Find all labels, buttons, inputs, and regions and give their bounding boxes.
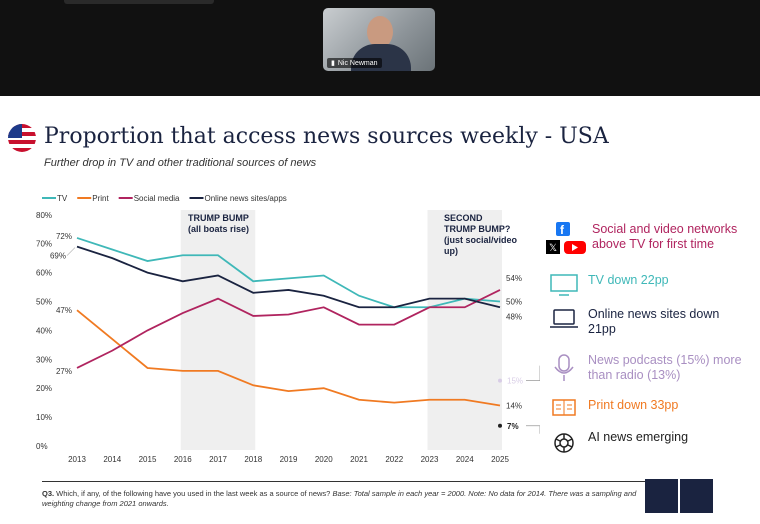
line-chart: 0% 10% 20% 30% 40% 50% 60% 70% 80% 2013 2014 2015 20… [36,194,540,464]
finding-text: Online news sites down 21pp [588,307,720,336]
tv-icon [540,273,588,297]
annotation-trump-bump: TRUMP BUMP (all boats rise) [188,213,250,234]
series-line-Print [76,309,501,407]
y-tick-label: 40% [36,326,52,335]
toolbar-hint [64,0,214,4]
svg-text:𝕏: 𝕏 [549,243,557,254]
us-flag-icon [8,124,36,152]
footnote-note: Base: Total sample in each year = 2000. … [42,489,637,508]
openai-icon [540,430,588,456]
svg-text:f: f [560,223,565,237]
x-tick-label: 2022 [385,455,403,464]
x-tick-label: 2016 [174,455,192,464]
slide-subtitle: Further drop in TV and other traditional… [44,157,317,169]
series-line-Online news sites/apps [76,245,501,309]
participant-video-tile[interactable]: ▮ Nic Newman [323,8,435,71]
data-point [498,378,502,383]
y-tick-label: 0% [36,442,48,451]
legend-label: Social media [134,194,180,203]
legend-label: Print [92,194,109,203]
mic-icon: ▮ [331,60,335,67]
finding-item: News podcasts (15%) more than radio (13%… [540,353,748,383]
start-data-label: 27% [56,367,72,376]
x-tick-label: 2013 [68,455,86,464]
y-tick-label: 50% [36,298,52,307]
finding-text: TV down 22pp [588,273,669,287]
shaded-period-0 [180,210,256,450]
finding-item: TV down 22pp [540,273,748,297]
finding-text: News podcasts (15%) more than radio (13%… [588,353,742,382]
participant-head [367,16,393,48]
oxford-logo [680,479,713,513]
x-tick-label: 2023 [421,455,439,464]
annotation-second-trump-bump: SECOND TRUMP BUMP? (just social/video up… [444,213,518,256]
finding-item: AI news emerging [540,430,748,456]
legend-label: TV [57,194,68,203]
finding-text: Social and video networks above TV for f… [592,222,738,251]
x-tick-label: 2018 [244,455,262,464]
y-tick-label: 20% [36,384,52,393]
x-tick-label: 2017 [209,455,227,464]
finding-item: f 𝕏 Social and video networks above TV for… [540,220,752,254]
x-tick-label: 2014 [103,455,121,464]
footnote-question: Which, if any, of the following have you… [54,489,333,498]
y-tick-label: 80% [36,211,52,220]
x-tick-label: 2024 [456,455,474,464]
x-tick-label: 2019 [280,455,298,464]
laptop-icon [540,307,588,331]
y-tick-label: 60% [36,269,52,278]
x-tick-label: 2025 [491,455,509,464]
connector-line [526,365,540,382]
data-point [498,423,502,428]
point-label: 7% [507,422,519,431]
end-data-label: 48% [506,312,522,321]
microphone-icon [540,353,588,383]
start-data-label: 69% [50,252,66,261]
shaded-period-1 [427,210,502,450]
footnote-question-number: Q3. [42,489,55,498]
finding-item: Print down 33pp [540,398,748,418]
newspaper-icon [540,398,588,418]
series-line-Social media [76,289,501,369]
point-label: 15% [507,377,523,386]
reuters-institute-logo [645,479,678,513]
finding-text: Print down 33pp [588,398,679,412]
y-tick-label: 70% [36,240,52,249]
end-data-label: 14% [506,402,522,411]
y-tick-label: 30% [36,355,52,364]
end-data-label: 54% [506,274,522,283]
logos [645,479,713,513]
start-label-leader [66,247,76,256]
start-data-label: 47% [56,306,72,315]
x-tick-label: 2015 [139,455,157,464]
participant-name: Nic Newman [337,59,378,67]
finding-item: Online news sites down 21pp [540,307,748,337]
x-tick-label: 2020 [315,455,333,464]
legend-label: Online news sites/apps [205,194,287,203]
y-tick-label: 10% [36,413,52,422]
start-data-label: 72% [56,232,72,241]
x-tick-label: 2021 [350,455,368,464]
connector-line [526,425,540,434]
finding-text: AI news emerging [588,430,689,444]
slide-title: Proportion that access news sources week… [44,124,609,149]
participant-nametag: ▮ Nic Newman [327,58,382,68]
slide-footnote: Q3. Which, if any, of the following have… [42,481,662,509]
end-data-label: 50% [506,298,522,307]
presentation-slide [0,96,760,524]
